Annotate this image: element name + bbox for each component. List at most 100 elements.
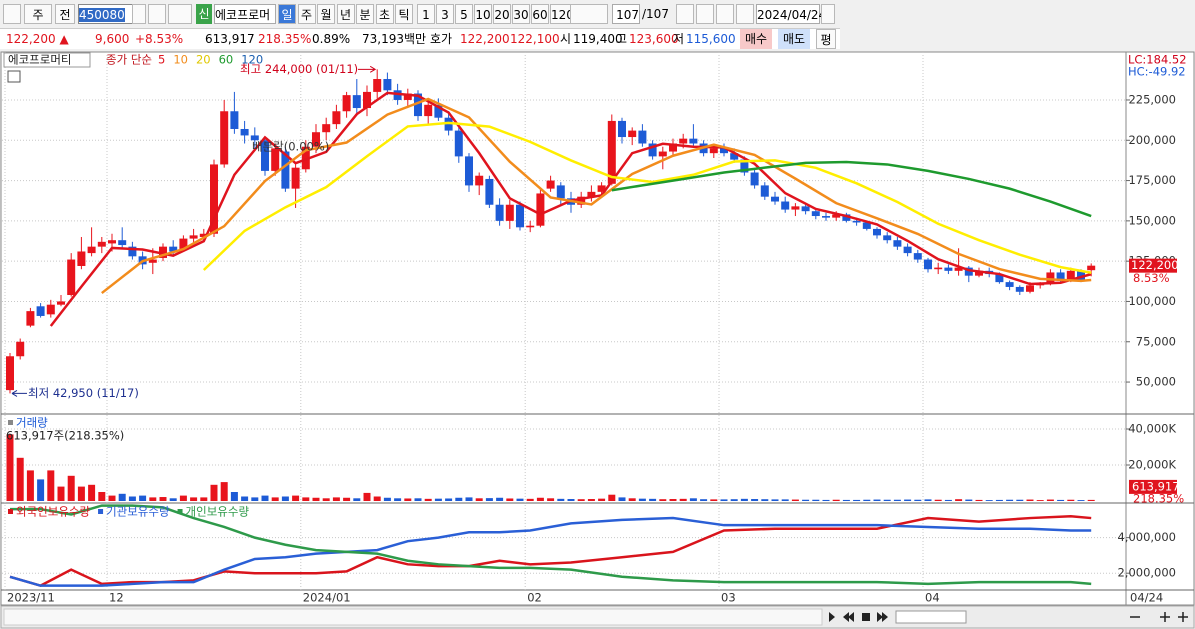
volume-bar [822, 499, 830, 501]
volume-bar [893, 499, 901, 501]
volume-bar [210, 484, 218, 501]
candle-body [271, 148, 280, 171]
volume-bar [740, 498, 748, 501]
volume-bar [496, 497, 504, 501]
candle-body [1056, 272, 1065, 281]
interval-button[interactable]: 10 [474, 4, 492, 24]
volume-bar [67, 475, 75, 501]
sell-button[interactable]: 매도 [778, 29, 810, 49]
candle-body [913, 253, 922, 260]
volume-bar [669, 499, 677, 501]
price-marker-box [1129, 258, 1177, 273]
play-button[interactable] [829, 612, 835, 622]
candle-body [26, 311, 35, 326]
volume-bar [1057, 499, 1065, 501]
stock-name: 에코프로머 [214, 4, 276, 24]
period-select[interactable]: 주 [24, 4, 52, 24]
volume-bar [904, 499, 912, 501]
menu-icon[interactable] [3, 4, 21, 24]
candle-body [495, 204, 504, 221]
candle-body [526, 225, 535, 228]
period-button[interactable]: 년 [336, 4, 355, 24]
volume-marker-sub: 218.35% [1133, 491, 1184, 505]
annotation: 최고 244,000 (01/11) [240, 62, 358, 76]
tool-icon[interactable] [696, 4, 714, 24]
candle-body [291, 167, 300, 189]
zoom-buttons[interactable] [1130, 612, 1188, 622]
title-box [3, 52, 91, 68]
volume-bar [271, 497, 279, 501]
buy-button[interactable]: 매수 [740, 29, 772, 49]
sound-button[interactable] [168, 4, 192, 24]
interval-button[interactable]: 30 [512, 4, 530, 24]
volume: 613,917 [205, 32, 255, 46]
interval-button[interactable]: 120 [550, 4, 574, 24]
volume-bar [343, 497, 351, 501]
period-button[interactable]: 월 [317, 4, 335, 24]
period-button[interactable]: 분 [356, 4, 374, 24]
x-tick-label: 2024/01 [303, 591, 351, 605]
interval-button[interactable]: 20 [493, 4, 511, 24]
change-pct: +8.53% [135, 32, 184, 46]
volume-bar [1067, 499, 1075, 501]
combo[interactable] [570, 4, 608, 24]
candle-body [97, 241, 106, 247]
period-button[interactable]: 틱 [395, 4, 413, 24]
prev-button[interactable]: 전 [55, 4, 75, 24]
candle-body [628, 130, 637, 138]
interval-button[interactable]: 60 [531, 4, 549, 24]
annotation-arrow [358, 65, 377, 73]
candle-body [77, 251, 86, 266]
eval-button[interactable]: 평 [816, 29, 836, 49]
volume-bar [863, 499, 871, 501]
volume-bar [190, 497, 198, 501]
candle-body [516, 204, 524, 228]
interval-button[interactable]: 1 [417, 4, 435, 24]
volume-bar [16, 457, 24, 501]
plot-area [0, 51, 1127, 606]
candle-body [669, 143, 677, 152]
interval-button[interactable]: 3 [436, 4, 454, 24]
volume-bar [720, 499, 728, 501]
code-input[interactable]: 450080 [78, 4, 146, 24]
candle-body [128, 246, 137, 257]
panel-title: 거래량 [16, 416, 48, 430]
period-button[interactable]: 주 [297, 4, 316, 24]
period-button[interactable]: 초 [375, 4, 394, 24]
candle-body [210, 164, 218, 234]
candle-body [230, 111, 239, 129]
calendar-icon[interactable] [821, 4, 835, 24]
open: 119,400 [573, 32, 623, 46]
candle-body [862, 222, 871, 229]
scroll-track[interactable] [3, 608, 823, 626]
zoom-slider[interactable] [895, 610, 967, 624]
candle-body [87, 246, 96, 254]
count[interactable]: 107 [612, 4, 640, 24]
volume-bar [700, 499, 708, 501]
code-dropdown[interactable] [132, 4, 146, 24]
high: 123,600 [629, 32, 679, 46]
volume-bar [363, 492, 371, 501]
volume-bar [404, 498, 412, 501]
rewind-button[interactable] [843, 612, 854, 622]
interval-button[interactable]: 5 [455, 4, 473, 24]
candle-body [1046, 272, 1055, 284]
candle-body [6, 356, 14, 391]
stop-button[interactable] [862, 613, 870, 621]
search-button[interactable] [148, 4, 166, 24]
volume-bar [853, 499, 861, 501]
forward-button[interactable] [877, 612, 888, 622]
candle-body [679, 138, 688, 144]
candle-body [607, 120, 616, 184]
candle-body [220, 111, 229, 165]
date[interactable]: 2024/04/24 [756, 4, 826, 24]
period-button[interactable]: 일 [278, 4, 296, 24]
tool-icon[interactable] [676, 4, 694, 24]
low: 115,600 [686, 32, 736, 46]
settings-icon[interactable] [736, 4, 754, 24]
save-icon[interactable] [716, 4, 734, 24]
volume-bar [679, 498, 687, 501]
candle-body [159, 246, 167, 258]
legend-entry: 20 [196, 53, 211, 67]
